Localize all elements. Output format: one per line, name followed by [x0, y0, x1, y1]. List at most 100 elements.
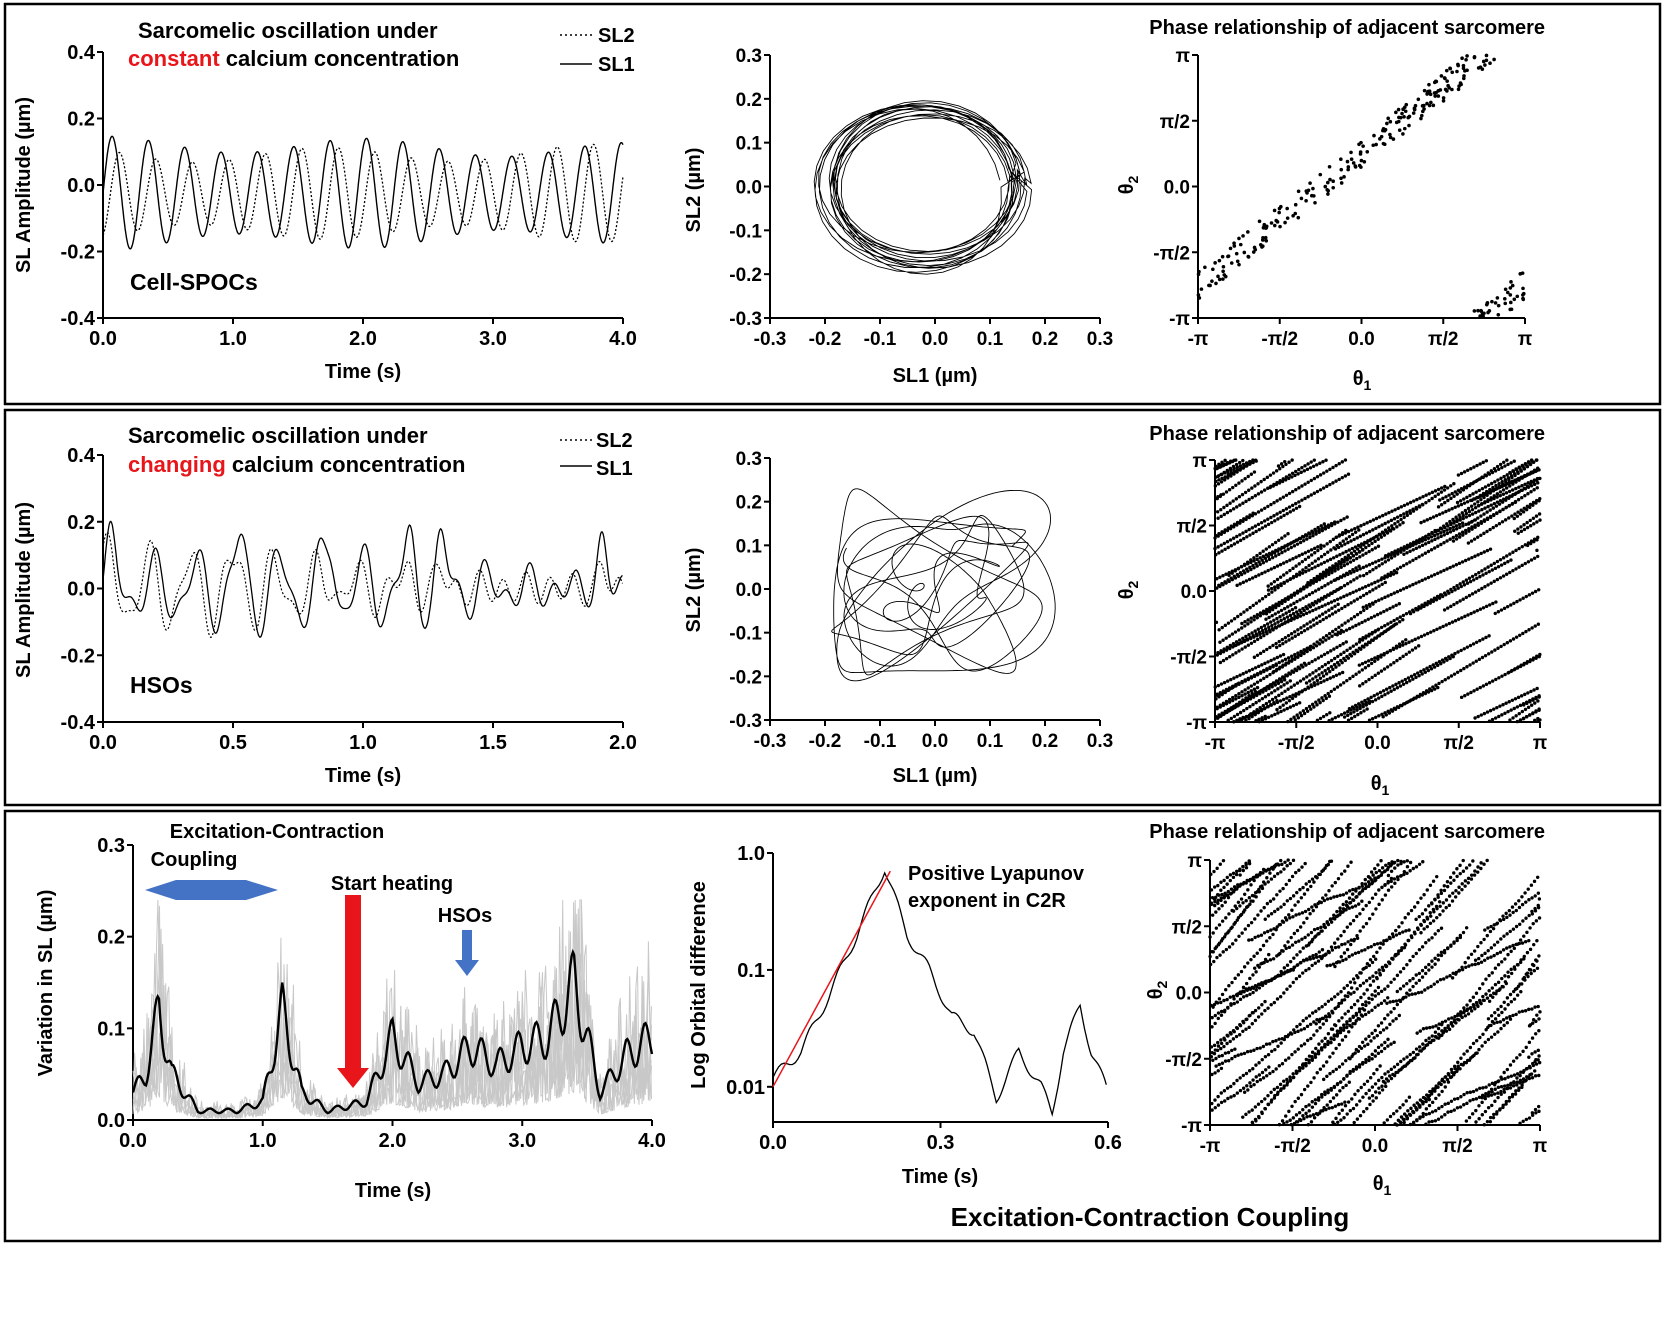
scatter-point	[1316, 525, 1320, 530]
scatter-point	[1228, 526, 1233, 531]
scatter-point	[1404, 102, 1409, 107]
scatter-point	[1467, 521, 1471, 525]
scatter-point	[1333, 578, 1338, 582]
scatter-point	[1328, 557, 1333, 562]
scatter-point	[1537, 1054, 1541, 1058]
scatter-point	[1445, 880, 1450, 884]
scatter-point	[1457, 513, 1461, 517]
scatter-point	[1354, 672, 1358, 676]
scatter-point	[1298, 589, 1303, 593]
scatter-point	[1357, 587, 1362, 592]
panel-b-title-line2: changing calcium concentration	[128, 452, 465, 477]
scatter-point	[1304, 1104, 1308, 1109]
scatter-point	[1244, 579, 1249, 583]
scatter-point	[1313, 559, 1318, 563]
scatter-point	[1347, 1030, 1351, 1034]
scatter-point	[1218, 862, 1222, 866]
scatter-point	[1340, 1108, 1345, 1112]
scatter-point	[1420, 672, 1424, 676]
scatter-point	[1216, 1016, 1220, 1021]
scatter-point	[1235, 583, 1239, 588]
y-tick-label: -π/2	[1165, 1050, 1202, 1071]
scatter-point	[1290, 503, 1295, 508]
scatter-point	[1213, 1105, 1217, 1110]
scatter-point	[1427, 540, 1431, 545]
scatter-point	[1347, 706, 1352, 711]
panel-a-xlabel: Time (s)	[325, 361, 401, 383]
scatter-point	[1507, 516, 1511, 520]
scatter-point	[1386, 1070, 1390, 1074]
scatter-point	[1438, 593, 1443, 597]
scatter-point	[1266, 1053, 1271, 1057]
scatter-point	[1457, 532, 1462, 536]
scatter-point	[1385, 575, 1389, 579]
scatter-point	[1476, 553, 1480, 557]
scatter-point	[1216, 1044, 1221, 1048]
scatter-point	[1293, 667, 1297, 671]
scatter-point	[1529, 883, 1534, 887]
scatter-point	[1225, 882, 1229, 886]
scatter-point	[1465, 54, 1469, 58]
scatter-point	[1298, 614, 1303, 618]
scatter-point	[1271, 471, 1276, 475]
scatter-point	[1483, 567, 1487, 571]
scatter-point	[1257, 599, 1262, 603]
scatter-point	[1314, 601, 1319, 605]
scatter-point	[1307, 704, 1312, 709]
scatter-point	[1285, 1080, 1290, 1085]
scatter-point	[1513, 499, 1518, 504]
scatter-point	[1266, 554, 1271, 559]
scatter-point	[1364, 921, 1369, 926]
scatter-point	[1309, 1080, 1313, 1085]
scatter-point	[1480, 1100, 1484, 1105]
scatter-point	[1299, 713, 1304, 718]
scatter-point	[1497, 1079, 1501, 1083]
scatter-point	[1404, 641, 1408, 646]
scatter-point	[1281, 703, 1285, 707]
scatter-point	[1391, 137, 1396, 141]
scatter-point	[1323, 527, 1328, 531]
x-tick-label: -0.1	[864, 731, 897, 752]
scatter-point	[1260, 245, 1264, 249]
scatter-point	[1420, 578, 1424, 583]
scatter-point	[1462, 1060, 1467, 1065]
scatter-point	[1267, 625, 1271, 629]
scatter-point	[1367, 1055, 1371, 1059]
scatter-point	[1304, 681, 1309, 685]
scatter-point	[1508, 1014, 1512, 1019]
scatter-point	[1380, 523, 1384, 527]
scatter-point	[1274, 554, 1278, 558]
scatter-point	[1324, 1107, 1328, 1112]
panel-a-label: Cell-SPOCs	[130, 269, 258, 295]
scatter-point	[1344, 628, 1349, 632]
scatter-point	[1524, 1045, 1528, 1050]
scatter-point	[1499, 937, 1503, 941]
scatter-point	[1317, 642, 1322, 646]
scatter-point	[1265, 668, 1269, 672]
scatter-point	[1374, 516, 1379, 521]
scatter-point	[1459, 648, 1463, 653]
scatter-point	[1491, 489, 1496, 493]
scatter-point	[1537, 1060, 1542, 1065]
scatter-point	[1414, 606, 1418, 611]
scatter-point	[1299, 1028, 1303, 1032]
scatter-point	[1537, 1109, 1541, 1114]
scatter-point	[1386, 709, 1390, 714]
scatter-point	[1373, 659, 1377, 663]
scatter-point	[1241, 519, 1245, 523]
scatter-point	[1289, 545, 1293, 550]
scatter-point	[1449, 1109, 1453, 1114]
scatter-point	[1523, 891, 1527, 895]
scatter-point	[1278, 699, 1283, 703]
scatter-point	[1496, 1091, 1500, 1095]
scatter-point	[1284, 701, 1289, 705]
scatter-point	[1479, 502, 1484, 506]
scatter-point	[1314, 952, 1318, 957]
scatter-point	[1429, 598, 1434, 602]
scatter-point	[1408, 509, 1412, 513]
scatter-point	[1502, 474, 1506, 479]
scatter-point	[1266, 584, 1270, 588]
scatter-point	[1216, 1040, 1220, 1045]
scatter-point	[1383, 556, 1387, 560]
scatter-point	[1274, 626, 1278, 630]
